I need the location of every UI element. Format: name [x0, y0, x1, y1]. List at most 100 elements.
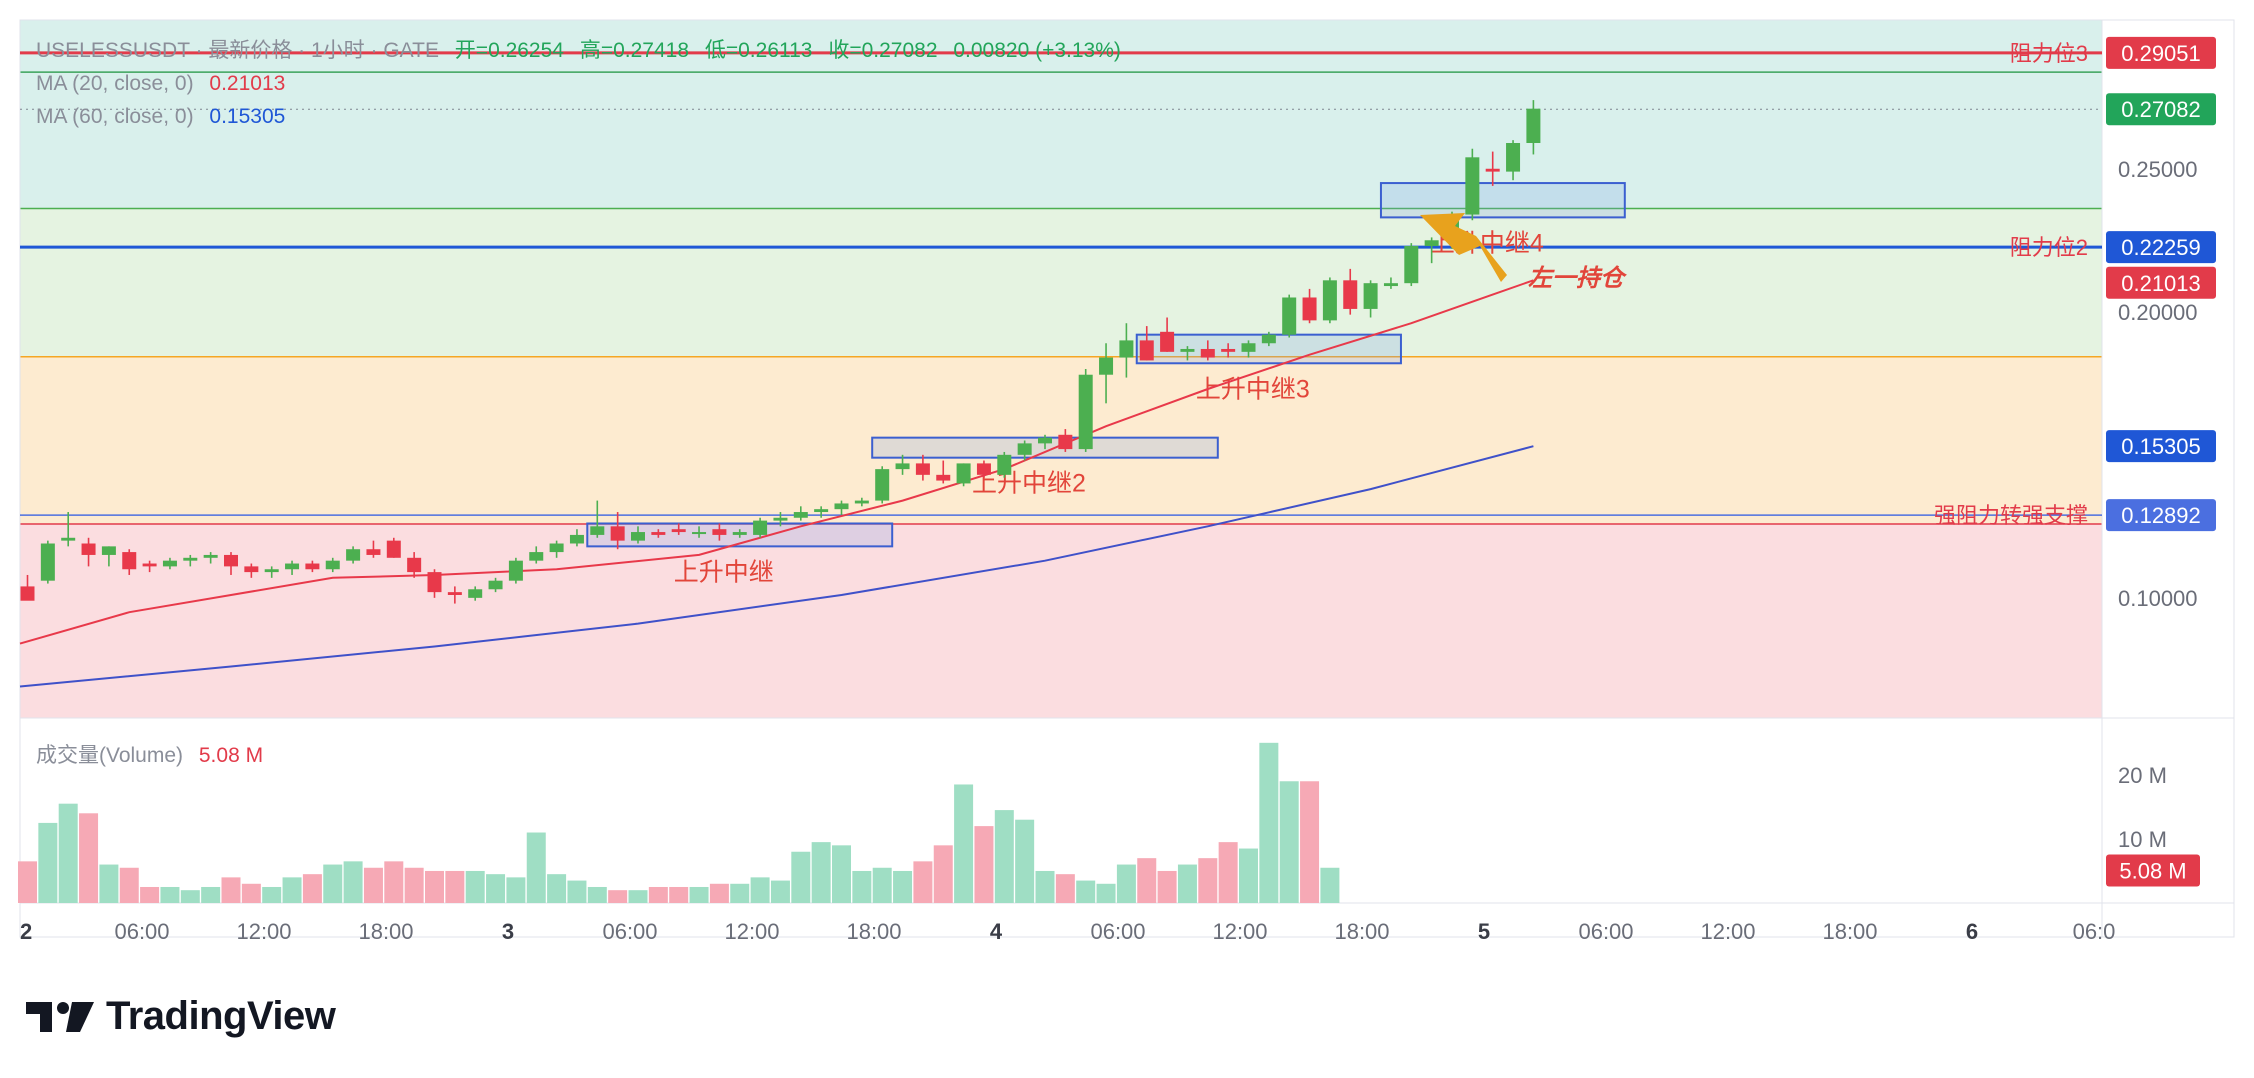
- candle[interactable]: [834, 500, 849, 515]
- volume-bar[interactable]: [1157, 870, 1177, 903]
- volume-bar[interactable]: [974, 826, 994, 903]
- volume-bar[interactable]: [1198, 858, 1218, 903]
- volume-bar[interactable]: [221, 877, 241, 903]
- candle[interactable]: [285, 560, 300, 575]
- candle[interactable]: [162, 557, 177, 570]
- volume-bar[interactable]: [201, 886, 221, 903]
- volume-bar[interactable]: [1116, 864, 1136, 903]
- candle[interactable]: [1099, 343, 1114, 404]
- candle[interactable]: [1383, 277, 1398, 289]
- ma60-line[interactable]: [19, 445, 1534, 688]
- candle[interactable]: [447, 586, 462, 604]
- candle[interactable]: [122, 549, 137, 575]
- volume-bar[interactable]: [587, 886, 607, 903]
- volume-bar[interactable]: [404, 867, 424, 903]
- volume-bar[interactable]: [486, 874, 506, 903]
- candle[interactable]: [610, 512, 625, 550]
- candle[interactable]: [1017, 440, 1032, 461]
- candle[interactable]: [101, 546, 116, 567]
- candle[interactable]: [1485, 151, 1500, 186]
- volume-bar[interactable]: [526, 832, 546, 903]
- candle[interactable]: [1241, 340, 1256, 358]
- candle[interactable]: [407, 552, 422, 578]
- candle[interactable]: [1221, 343, 1236, 358]
- volume-bar[interactable]: [730, 883, 750, 903]
- volume-bar[interactable]: [1259, 742, 1279, 903]
- candle[interactable]: [631, 526, 645, 544]
- volume-bar[interactable]: [180, 890, 200, 903]
- volume-bar[interactable]: [628, 890, 648, 903]
- volume-bar[interactable]: [1015, 819, 1035, 903]
- candle[interactable]: [346, 546, 361, 564]
- candle[interactable]: [956, 463, 971, 487]
- volume-bar[interactable]: [119, 867, 139, 903]
- candle[interactable]: [997, 451, 1012, 478]
- candle[interactable]: [732, 529, 747, 538]
- ma20-line[interactable]: [19, 279, 1534, 645]
- volume-bar[interactable]: [1218, 842, 1238, 903]
- candle[interactable]: [1139, 326, 1154, 361]
- volume-bar[interactable]: [160, 886, 180, 903]
- volume-badge[interactable]: 5.08 M: [2106, 854, 2200, 887]
- volume-bar[interactable]: [1177, 864, 1197, 903]
- volume-bar[interactable]: [282, 877, 302, 903]
- volume-bar[interactable]: [140, 886, 160, 903]
- candle[interactable]: [590, 500, 605, 538]
- volume-bar[interactable]: [1320, 867, 1340, 903]
- volume-bar[interactable]: [608, 890, 628, 903]
- candle[interactable]: [895, 454, 910, 475]
- candle[interactable]: [1261, 331, 1276, 347]
- candle[interactable]: [692, 526, 707, 538]
- volume-bar[interactable]: [1096, 883, 1116, 903]
- price-badge[interactable]: 0.21013: [2106, 266, 2216, 299]
- volume-bar[interactable]: [770, 880, 790, 903]
- volume-bar[interactable]: [79, 813, 99, 903]
- legend-ma20[interactable]: MA (20, close, 0) 0.21013: [36, 72, 285, 96]
- consolidation-box[interactable]: [1379, 182, 1626, 219]
- volume-bar[interactable]: [363, 867, 383, 903]
- volume-bar[interactable]: [791, 851, 811, 903]
- candle[interactable]: [1363, 280, 1378, 318]
- volume-bar[interactable]: [465, 870, 485, 903]
- volume-bar[interactable]: [1055, 874, 1075, 903]
- volume-bar[interactable]: [913, 861, 933, 903]
- candle[interactable]: [1465, 148, 1480, 221]
- candle[interactable]: [712, 523, 727, 541]
- candle[interactable]: [1180, 346, 1195, 361]
- candle[interactable]: [1343, 268, 1358, 315]
- volume-bar[interactable]: [384, 861, 404, 903]
- candle[interactable]: [1282, 294, 1297, 338]
- candle[interactable]: [427, 569, 442, 598]
- volume-bar[interactable]: [302, 874, 322, 903]
- candle[interactable]: [386, 537, 401, 558]
- tradingview-logo[interactable]: TradingView: [24, 994, 336, 1039]
- candle[interactable]: [976, 460, 991, 478]
- volume-bar[interactable]: [709, 883, 729, 903]
- candle[interactable]: [915, 454, 930, 481]
- volume-bar[interactable]: [750, 877, 770, 903]
- volume-bar[interactable]: [425, 870, 444, 903]
- level-price-badge[interactable]: 0.29051: [2106, 36, 2216, 69]
- volume-bar[interactable]: [689, 886, 709, 903]
- candle[interactable]: [1160, 317, 1175, 352]
- volume-bar[interactable]: [1076, 880, 1096, 903]
- volume-bar[interactable]: [241, 883, 261, 903]
- candle[interactable]: [1302, 288, 1317, 324]
- volume-bar[interactable]: [852, 870, 872, 903]
- candle[interactable]: [40, 540, 55, 584]
- candle[interactable]: [549, 540, 564, 558]
- volume-bar[interactable]: [18, 861, 37, 903]
- candle[interactable]: [854, 497, 869, 507]
- candle[interactable]: [529, 546, 544, 564]
- candle[interactable]: [508, 557, 523, 584]
- price-badge[interactable]: 0.15305: [2106, 430, 2216, 463]
- candle[interactable]: [488, 577, 503, 593]
- volume-bar[interactable]: [669, 886, 689, 903]
- candle[interactable]: [773, 512, 788, 527]
- candle[interactable]: [875, 466, 890, 504]
- volume-bar[interactable]: [567, 880, 587, 903]
- candle[interactable]: [1526, 100, 1541, 155]
- volume-bar[interactable]: [954, 784, 974, 903]
- volume-bar[interactable]: [872, 867, 892, 903]
- candle[interactable]: [305, 560, 320, 573]
